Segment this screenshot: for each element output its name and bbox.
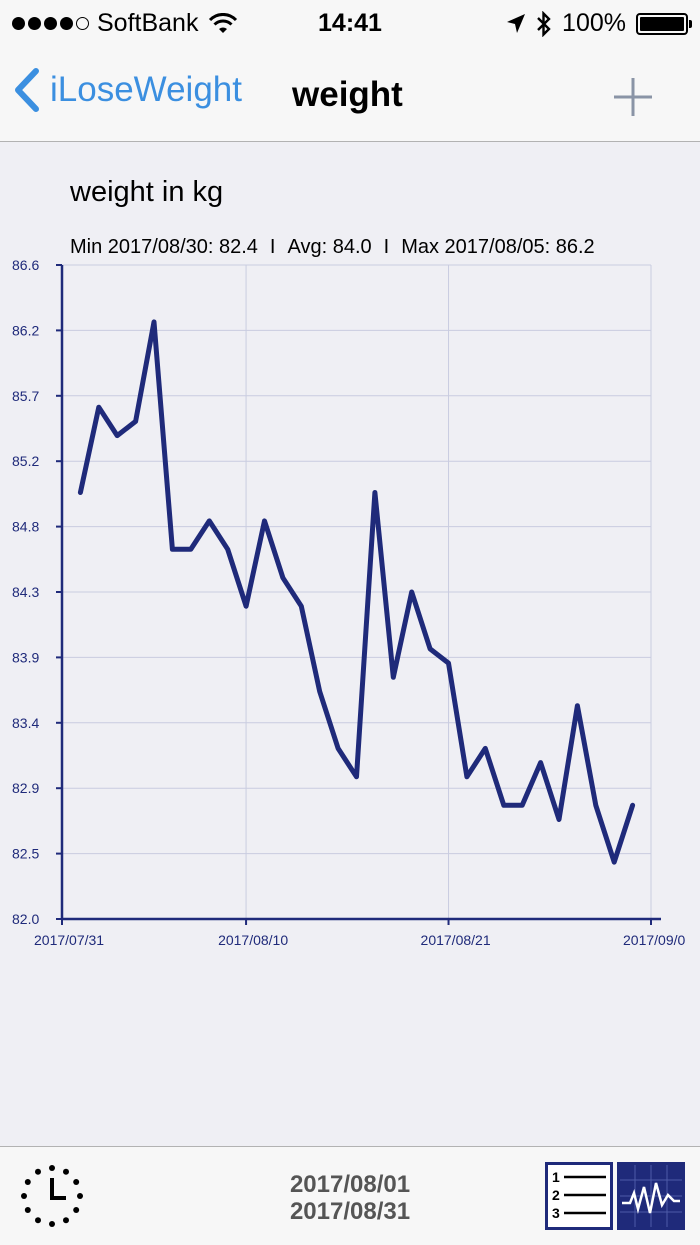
wifi-icon	[209, 12, 238, 33]
weight-line-chart: 86.6 86.2 85.7 85.2 84.8 84.3 83.9 83.4 82.9 82.5…	[12, 257, 685, 948]
battery-percent: 100%	[562, 9, 626, 37]
y-tick-label: 86.2	[12, 322, 39, 338]
status-right: 100%	[506, 9, 692, 38]
stat-separator: I	[383, 236, 390, 258]
battery-icon	[636, 12, 692, 35]
status-time: 14:41	[318, 9, 382, 37]
add-icon[interactable]	[612, 76, 654, 118]
x-tick-label: 2017/08/21	[421, 932, 491, 948]
max-stat: Max 2017/08/05: 86.2	[401, 236, 595, 258]
y-tick-label: 84.3	[12, 584, 39, 600]
y-tick-label: 82.9	[12, 780, 39, 796]
stat-separator: I	[269, 236, 276, 258]
chart-title: weight in kg	[70, 176, 224, 208]
back-button[interactable]: iLoseWeight	[14, 68, 242, 112]
x-tick-label: 2017/09/0	[623, 932, 685, 948]
weight-series-line	[77, 319, 636, 865]
svg-text:2: 2	[552, 1187, 560, 1203]
y-tick-label: 82.5	[12, 846, 39, 862]
date-range-end: 2017/08/31	[289, 1198, 411, 1225]
y-tick-label: 83.9	[12, 649, 39, 665]
avg-stat: Avg: 84.0	[287, 236, 372, 258]
bottom-toolbar: 2017/08/01 2017/08/31 1 2 3	[0, 1146, 700, 1245]
y-tick-label: 83.4	[12, 715, 39, 731]
signal-strength-icon	[12, 17, 89, 30]
svg-text:1: 1	[552, 1169, 560, 1185]
carrier-name: SoftBank	[97, 9, 199, 37]
date-range: 2017/08/01 2017/08/31	[0, 1171, 700, 1225]
y-tick-label: 85.2	[12, 453, 39, 469]
chart-stats: Min 2017/08/30: 82.4 I Avg: 84.0 I Max 2017/…	[70, 236, 595, 259]
bluetooth-icon	[537, 10, 551, 37]
status-left: SoftBank	[12, 9, 238, 38]
numbered-list-icon[interactable]: 1 2 3	[545, 1162, 613, 1230]
navigation-bar: iLoseWeight weight	[0, 48, 700, 142]
y-tick-label: 82.0	[12, 911, 39, 927]
clock-icon[interactable]	[18, 1162, 86, 1230]
page-title: weight	[292, 75, 403, 114]
svg-text:3: 3	[552, 1205, 560, 1221]
location-arrow-icon	[507, 13, 526, 33]
chart-view-icon[interactable]	[617, 1162, 685, 1230]
y-tick-label: 85.7	[12, 388, 39, 404]
status-bar: SoftBank 14:41 100%	[0, 0, 700, 48]
x-tick-label: 2017/08/10	[218, 932, 288, 948]
min-stat: Min 2017/08/30: 82.4	[70, 236, 258, 258]
y-tick-label: 86.6	[12, 257, 39, 273]
chevron-left-icon	[15, 68, 39, 112]
back-button-label: iLoseWeight	[50, 70, 242, 109]
y-tick-label: 84.8	[12, 519, 39, 535]
date-range-start: 2017/08/01	[289, 1171, 411, 1198]
x-tick-label: 2017/07/31	[34, 932, 104, 948]
